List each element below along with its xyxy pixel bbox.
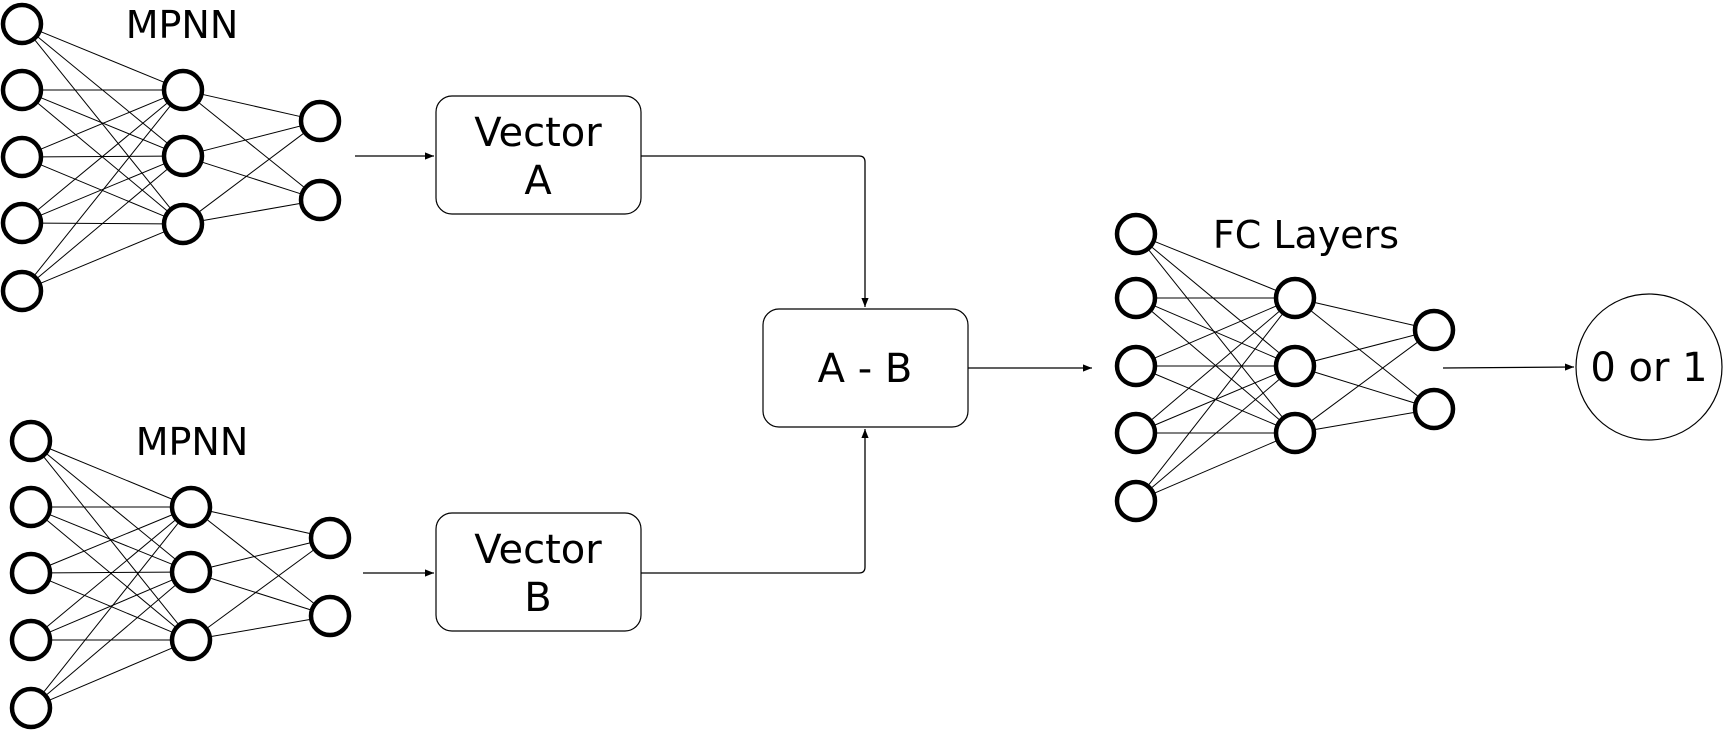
fc-node-0-0 <box>1114 212 1158 256</box>
fc-node-0-1 <box>1114 276 1158 320</box>
mpnn-top-node-0-2 <box>0 135 44 179</box>
fc-node-2-1 <box>1412 387 1456 431</box>
mpnn-top-title: MPNN <box>126 3 239 47</box>
fc-edge-0-4-1 <box>1150 377 1281 490</box>
mpnn-top-node-1-0 <box>161 68 205 112</box>
mpnn-top-edge-0-3-1 <box>39 162 166 217</box>
mpnn-bottom-node-0-3 <box>9 618 53 662</box>
mpnn-top-edge-1-0-1 <box>197 101 306 189</box>
fc-node-1-2 <box>1273 411 1317 455</box>
fc-edge-0-4-0 <box>1147 312 1284 487</box>
mpnn-top-edge-0-3-0 <box>36 101 169 212</box>
mpnn-top-edge-0-4-0 <box>33 104 172 277</box>
mpnn-top-edge-0-0-0 <box>39 30 166 84</box>
mpnn-bottom-edge-1-0-0 <box>209 510 312 535</box>
fc-node-1-0 <box>1273 276 1317 320</box>
vector-a-label-line2: A <box>524 158 552 204</box>
arrow-vector-a-to-difference <box>641 155 869 307</box>
vector-b-label-line2: B <box>524 575 551 621</box>
mpnn-top-node-0-0 <box>0 2 44 46</box>
output-node: 0 or 1 <box>1575 293 1723 441</box>
mpnn-bottom-edge-1-1-1 <box>208 577 313 611</box>
fc-node-1-1 <box>1273 344 1317 388</box>
mpnn-bottom-edge-1-2-0 <box>206 548 315 630</box>
mpnn-bottom-edge-1-0-1 <box>205 518 316 605</box>
mpnn-top-node-2-0 <box>298 99 342 143</box>
mpnn-bottom-node-0-4 <box>9 686 53 730</box>
fc-edge-1-2-0 <box>1309 340 1420 423</box>
fc-edge-1-1-0 <box>1313 334 1416 362</box>
mpnn-bottom-node-0-1 <box>9 485 53 529</box>
mpnn-bottom-title: MPNN <box>136 420 249 464</box>
fc-edge-0-3-0 <box>1150 309 1281 422</box>
fc-edge-0-4-2 <box>1153 440 1278 494</box>
mpnn-top-network <box>0 2 342 313</box>
mpnn-bottom-network <box>9 419 352 730</box>
mpnn-top-edge-0-2-0 <box>39 96 166 151</box>
mpnn-top-edge-1-2-1 <box>201 202 302 222</box>
mpnn-top-node-1-2 <box>161 202 205 246</box>
fc-edge-0-2-0 <box>1153 305 1278 359</box>
mpnn-top-edge-0-4-1 <box>36 167 169 280</box>
mpnn-top-edge-1-2-0 <box>197 132 306 213</box>
mpnn-top-edge-1-1-1 <box>200 161 303 195</box>
mpnn-top-edge-0-4-2 <box>39 230 166 285</box>
output-label: 0 or 1 <box>1590 345 1707 391</box>
difference-label: A - B <box>818 346 913 392</box>
mpnn-bottom-node-0-0 <box>9 419 53 463</box>
fc-edge-1-1-1 <box>1313 371 1416 404</box>
difference-box: A - B <box>762 308 969 428</box>
fc-edge-0-0-2 <box>1147 248 1284 419</box>
vector-b-box: Vector B <box>435 512 642 632</box>
mpnn-top-node-0-3 <box>0 201 44 245</box>
mpnn-bottom-node-1-1 <box>169 550 213 594</box>
vector-b-label-line1: Vector <box>474 527 602 573</box>
fc-layers-title: FC Layers <box>1213 213 1399 257</box>
mpnn-top-node-0-4 <box>0 269 44 313</box>
mpnn-bottom-edge-1-2-1 <box>209 618 312 638</box>
fc-edge-1-2-1 <box>1313 411 1416 431</box>
mpnn-top-edge-1-1-0 <box>201 125 302 152</box>
mpnn-bottom-node-0-2 <box>9 551 53 595</box>
fc-edge-0-0-1 <box>1150 245 1281 355</box>
arrow-vector-b-to-difference <box>641 429 869 574</box>
mpnn-top-node-1-1 <box>161 134 205 178</box>
fc-node-0-2 <box>1114 344 1158 388</box>
mpnn-bottom-edge-1-1-0 <box>209 542 312 568</box>
mpnn-top-node-0-1 <box>0 68 44 112</box>
fc-node-0-3 <box>1114 411 1158 455</box>
mpnn-bottom-node-2-0 <box>308 516 352 560</box>
vector-a-label-line1: Vector <box>474 110 602 156</box>
fc-edge-1-0-1 <box>1309 309 1420 398</box>
mpnn-bottom-edge-0-4-0 <box>42 521 180 694</box>
mpnn-bottom-edge-0-2-1 <box>49 571 173 574</box>
mpnn-bottom-edge-0-4-1 <box>45 583 177 697</box>
fc-edge-0-0-0 <box>1153 240 1278 292</box>
vector-a-box: Vector A <box>435 95 642 215</box>
mpnn-bottom-node-1-0 <box>169 485 213 529</box>
arrow-fc-to-output <box>1442 363 1575 371</box>
mpnn-bottom-edge-0-4-2 <box>48 646 174 702</box>
fc-node-0-4 <box>1114 479 1158 523</box>
mpnn-bottom-node-2-1 <box>308 594 352 638</box>
mpnn-bottom-edge-0-3-0 <box>45 518 177 629</box>
mpnn-bottom-edge-0-0-0 <box>48 447 174 501</box>
fc-edge-1-0-0 <box>1313 301 1416 327</box>
fc-layers-network <box>1114 212 1456 523</box>
fc-node-2-0 <box>1412 308 1456 352</box>
mpnn-bottom-edge-0-3-1 <box>48 578 174 634</box>
mpnn-top-node-2-1 <box>298 178 342 222</box>
mpnn-bottom-edge-0-2-0 <box>48 513 174 567</box>
mpnn-bottom-node-1-2 <box>169 618 213 662</box>
mpnn-top-edge-1-0-0 <box>201 93 302 118</box>
